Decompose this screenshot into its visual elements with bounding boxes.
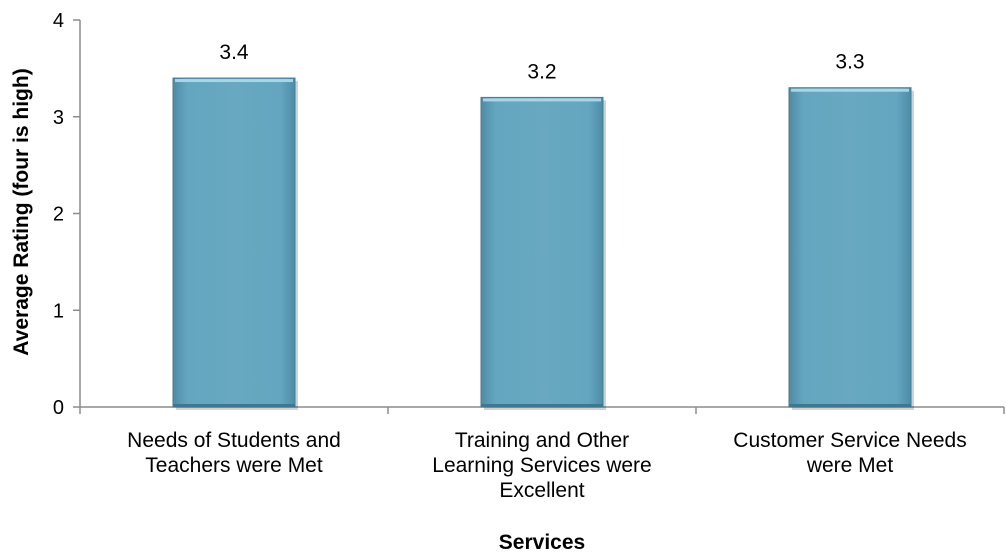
bar-value-label: 3.2 <box>527 60 556 83</box>
x-axis: Needs of Students and Teachers were Met Tr… <box>79 406 1005 502</box>
y-tick-label: 1 <box>53 300 64 322</box>
bar-value-label: 3.3 <box>835 51 864 74</box>
y-axis-title: Average Rating (four is high) <box>10 68 33 355</box>
bar <box>788 87 914 410</box>
x-category-label: Customer Service Needs were Met <box>733 429 966 477</box>
y-tick-label: 4 <box>53 10 64 32</box>
x-category-label: Training and Other Learning Services were… <box>432 429 651 502</box>
bars <box>172 77 914 411</box>
bar <box>172 77 298 411</box>
x-category-label: Needs of Students and Teachers were Met <box>127 429 341 477</box>
data-labels: 3.4 3.2 3.3 <box>219 41 864 83</box>
y-tick-label: 3 <box>53 107 64 129</box>
y-tick-label: 2 <box>53 204 64 226</box>
bar-value-label: 3.4 <box>219 41 249 64</box>
bar <box>480 96 606 411</box>
y-tick-label: 0 <box>53 397 64 419</box>
y-axis: 0 1 2 3 4 <box>53 10 81 419</box>
x-axis-title: Services <box>499 531 585 554</box>
